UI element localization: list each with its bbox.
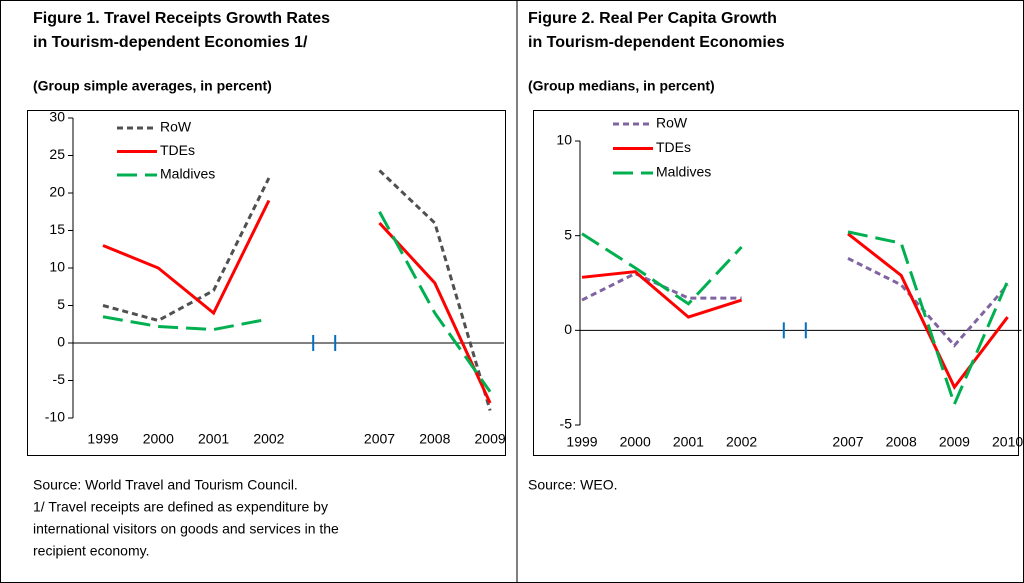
x-tick-label: 2009 (939, 434, 970, 450)
y-tick-label: 5 (564, 226, 572, 242)
x-tick-label: 2008 (419, 431, 450, 447)
legend-label: TDEs (656, 139, 691, 155)
legend-label: TDEs (160, 142, 195, 158)
x-tick-label: 2000 (620, 434, 651, 450)
x-tick-label: 1999 (87, 431, 118, 447)
chart-title: in Tourism-dependent Economies 1/ (33, 34, 308, 51)
y-tick-label: 0 (564, 321, 572, 337)
chart-title: Figure 2. Real Per Capita Growth (528, 10, 777, 27)
x-tick-label: 2007 (832, 434, 863, 450)
chart-title: Figure 1. Travel Receipts Growth Rates (33, 10, 330, 27)
y-tick-label: -5 (53, 371, 66, 387)
y-tick-label: 10 (556, 132, 572, 148)
note: 1/ Travel receipts are defined as expend… (33, 499, 328, 515)
series-line (581, 230, 1009, 409)
y-tick-label: 20 (49, 184, 65, 200)
y-tick-label: 0 (57, 334, 65, 350)
x-tick-label: 2000 (143, 431, 174, 447)
note: Source: World Travel and Tourism Council… (33, 477, 298, 493)
chart-frame (27, 110, 506, 456)
x-tick-label: 2008 (886, 434, 917, 450)
y-tick-label: -10 (45, 409, 65, 425)
series-line (102, 211, 492, 393)
legend-label: RoW (160, 119, 192, 135)
y-tick-label: 30 (49, 109, 65, 125)
x-tick-label: 2002 (726, 434, 757, 450)
x-tick-label: 2001 (673, 434, 704, 450)
note: recipient economy. (33, 543, 149, 559)
x-tick-label: 2002 (253, 431, 284, 447)
legend-label: RoW (656, 115, 688, 131)
chart-subtitle: (Group medians, in percent) (528, 78, 715, 94)
series-line (581, 257, 1009, 348)
x-tick-label: 2001 (198, 431, 229, 447)
y-tick-label: 15 (49, 221, 65, 237)
y-tick-label: 25 (49, 146, 65, 162)
x-tick-label: 2007 (364, 431, 395, 447)
chart-frame (533, 110, 1019, 456)
y-tick-label: 10 (49, 259, 65, 275)
legend-label: Maldives (656, 164, 711, 180)
series-line (102, 199, 492, 404)
series-line (102, 169, 492, 411)
x-tick-label: 2009 (475, 431, 506, 447)
series-line (581, 232, 1009, 391)
y-tick-label: -5 (560, 416, 573, 432)
x-tick-label: 2010 (992, 434, 1023, 450)
chart-title: in Tourism-dependent Economies (528, 34, 785, 51)
y-tick-label: 5 (57, 296, 65, 312)
chart-subtitle: (Group simple averages, in percent) (33, 78, 272, 94)
note: international visitors on goods and serv… (33, 521, 339, 537)
x-tick-label: 1999 (566, 434, 597, 450)
note: Source: WEO. (528, 477, 617, 493)
legend-label: Maldives (160, 166, 215, 182)
